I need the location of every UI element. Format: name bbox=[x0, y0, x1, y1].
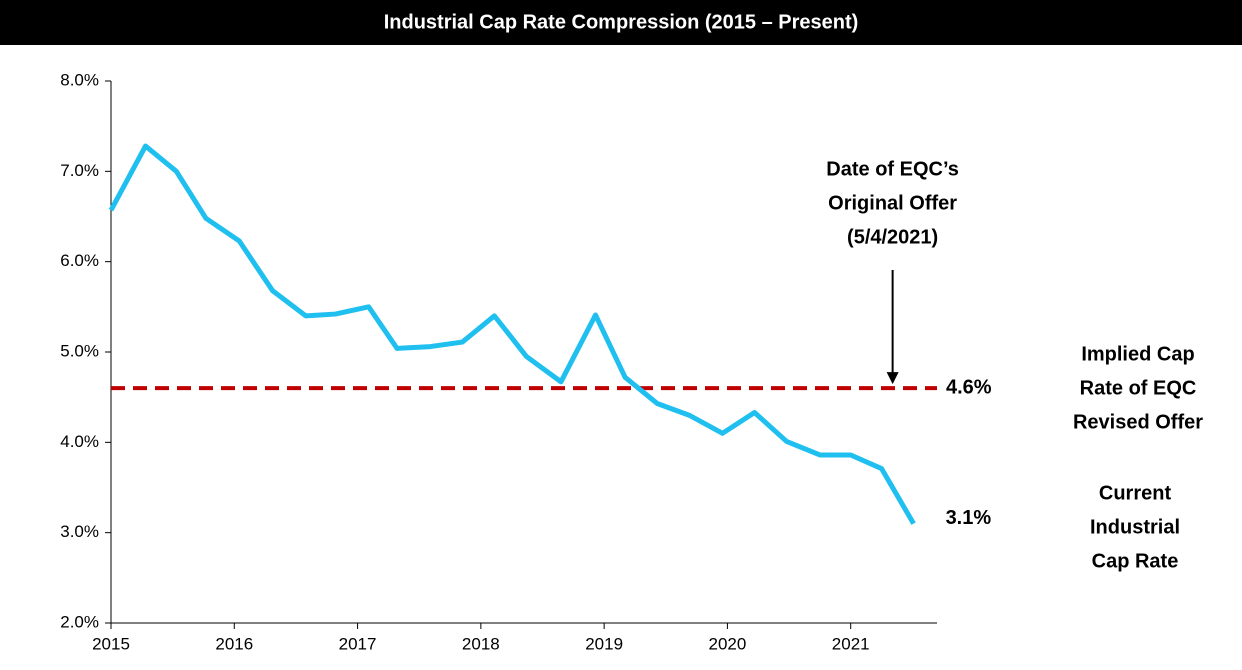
chart-title: Industrial Cap Rate Compression (2015 – … bbox=[384, 11, 859, 33]
y-tick-label: 6.0% bbox=[60, 251, 99, 270]
arrow-head bbox=[886, 372, 899, 385]
x-tick-label: 2021 bbox=[832, 634, 870, 653]
annotation-text: Original Offer bbox=[828, 192, 957, 214]
y-tick-label: 3.0% bbox=[60, 522, 99, 541]
reference-note: Rate of EQC bbox=[1080, 377, 1197, 399]
title-bar bbox=[0, 0, 1242, 45]
x-tick-label: 2020 bbox=[709, 634, 747, 653]
x-tick-label: 2015 bbox=[92, 634, 130, 653]
annotation-text: Date of EQC’s bbox=[826, 158, 959, 180]
reference-label: 4.6% bbox=[946, 376, 992, 398]
value-label: 3.1% bbox=[946, 507, 992, 529]
x-tick-label: 2016 bbox=[215, 634, 253, 653]
x-tick-label: 2019 bbox=[585, 634, 623, 653]
x-tick-label: 2017 bbox=[339, 634, 377, 653]
series-note: Current bbox=[1099, 482, 1172, 504]
series-note: Cap Rate bbox=[1092, 550, 1179, 572]
series-note: Industrial bbox=[1090, 516, 1180, 538]
y-tick-label: 2.0% bbox=[60, 612, 99, 631]
y-tick-label: 4.0% bbox=[60, 432, 99, 451]
x-tick-label: 2018 bbox=[462, 634, 500, 653]
reference-note: Revised Offer bbox=[1073, 411, 1203, 433]
y-tick-label: 8.0% bbox=[60, 70, 99, 89]
reference-note: Implied Cap bbox=[1081, 343, 1194, 365]
annotation-text: (5/4/2021) bbox=[847, 226, 938, 248]
series-line bbox=[108, 143, 916, 525]
y-tick-label: 7.0% bbox=[60, 161, 99, 180]
y-tick-label: 5.0% bbox=[60, 341, 99, 360]
